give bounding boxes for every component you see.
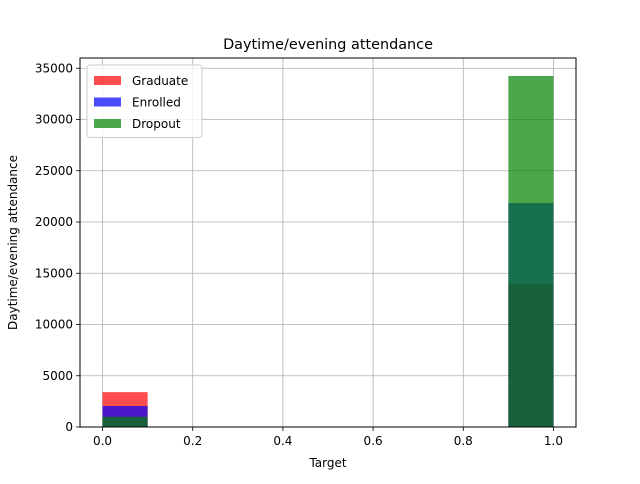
x-tick-label: 0.8 xyxy=(454,434,473,448)
y-tick-label: 10000 xyxy=(35,318,73,332)
x-axis-label: Target xyxy=(308,456,346,470)
legend-swatch xyxy=(94,76,121,85)
y-tick-label: 30000 xyxy=(35,113,73,127)
y-tick-label: 25000 xyxy=(35,164,73,178)
x-tick-label: 0.0 xyxy=(93,434,112,448)
axis-ticks: 0.0 0.2 0.4 0.6 0.8 1.0 0 5000 10000 15000 20000 25… xyxy=(35,61,563,448)
y-tick-label: 0 xyxy=(65,420,73,434)
legend-swatch xyxy=(94,97,121,107)
y-tick-label: 5000 xyxy=(42,369,73,383)
legend-label: Dropout xyxy=(132,117,181,131)
y-axis-label: Daytime/evening attendance xyxy=(6,155,20,330)
x-tick-label: 0.4 xyxy=(273,434,292,448)
bar xyxy=(508,75,554,427)
y-tick-label: 15000 xyxy=(35,266,73,280)
x-tick-label: 0.2 xyxy=(183,434,202,448)
plot-frame xyxy=(79,57,577,428)
bar xyxy=(102,416,148,427)
y-tick-label: 20000 xyxy=(35,215,73,229)
chart-title: Daytime/evening attendance xyxy=(223,37,433,53)
legend-swatch xyxy=(94,119,121,128)
legend-label: Graduate xyxy=(132,74,188,88)
x-tick-label: 1.0 xyxy=(544,434,563,448)
x-tick-label: 0.6 xyxy=(364,434,383,448)
y-tick-label: 35000 xyxy=(35,61,73,75)
legend-label: Enrolled xyxy=(132,96,181,110)
legend: Graduate Enrolled Dropout xyxy=(86,64,203,138)
bars xyxy=(102,75,554,427)
grid xyxy=(80,58,576,428)
